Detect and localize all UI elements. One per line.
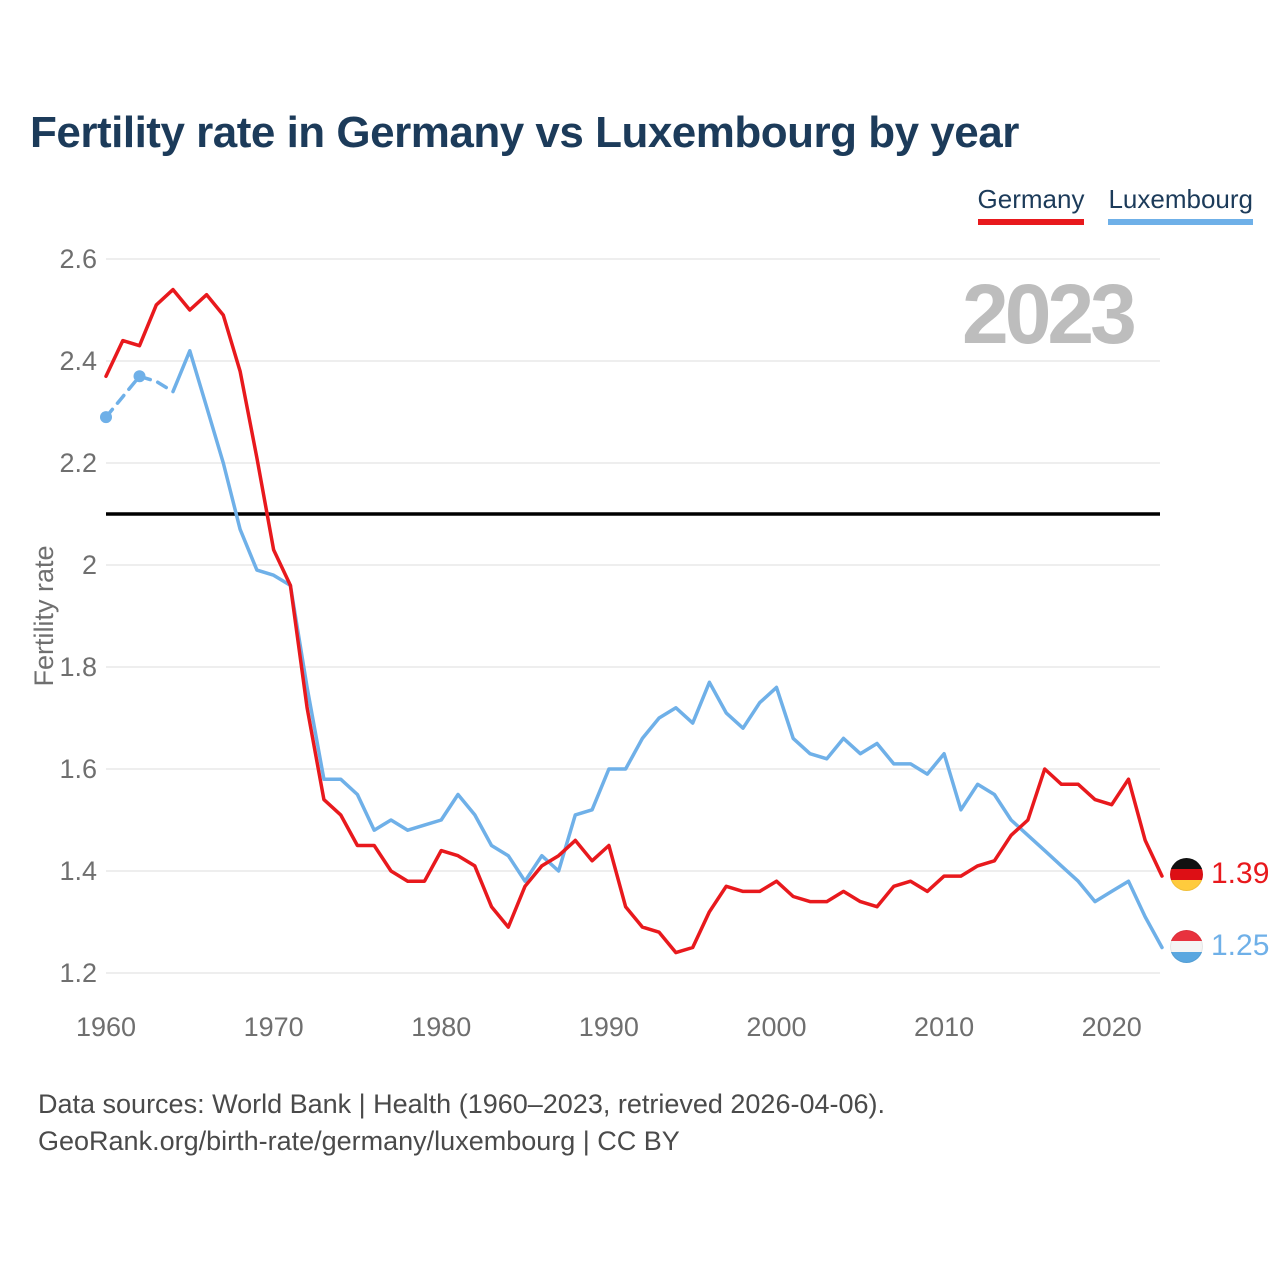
y-axis-title: Fertility rate [29, 545, 59, 687]
watermark-year: 2023 [962, 267, 1137, 361]
germany-end-label: 1.39 [1170, 857, 1269, 891]
x-tick-label: 1960 [75, 1012, 137, 1042]
legend: Germany Luxembourg [977, 184, 1253, 225]
y-tick-label: 2.2 [59, 448, 97, 478]
germany-flag-icon [1170, 857, 1203, 891]
y-tick-label: 2.6 [59, 244, 97, 274]
y-tick-label: 2 [81, 550, 97, 580]
x-tick-label: 2010 [914, 1012, 975, 1042]
germany-end-value: 1.39 [1211, 857, 1270, 890]
legend-item-germany[interactable]: Germany [977, 184, 1085, 225]
legend-label-germany: Germany [977, 184, 1085, 214]
x-tick-label: 2020 [1081, 1012, 1142, 1042]
x-tick-label: 1990 [578, 1012, 639, 1042]
x-tick-label: 2000 [746, 1012, 807, 1042]
x-tick-label: 1980 [411, 1012, 472, 1042]
chart-title: Fertility rate in Germany vs Luxembourg … [30, 108, 1019, 157]
luxembourg-end-label: 1.25 [1170, 929, 1269, 963]
x-tick-label: 1970 [243, 1012, 304, 1042]
y-tick-label: 1.6 [59, 754, 97, 784]
legend-label-luxembourg: Luxembourg [1108, 184, 1253, 214]
legend-item-luxembourg[interactable]: Luxembourg [1108, 184, 1253, 225]
footer-attribution-line: GeoRank.org/birth-rate/germany/luxembour… [38, 1126, 680, 1156]
luxembourg-end-value: 1.25 [1211, 929, 1270, 962]
y-tick-label: 1.4 [59, 856, 97, 886]
y-tick-label: 2.4 [59, 346, 97, 376]
footer-sources-line: Data sources: World Bank | Health (1960–… [38, 1089, 885, 1119]
y-tick-label: 1.8 [59, 652, 97, 682]
luxembourg-flag-icon [1170, 929, 1203, 963]
y-tick-label: 1.2 [59, 958, 97, 988]
footer: Data sources: World Bank | Health (1960–… [38, 1086, 885, 1160]
